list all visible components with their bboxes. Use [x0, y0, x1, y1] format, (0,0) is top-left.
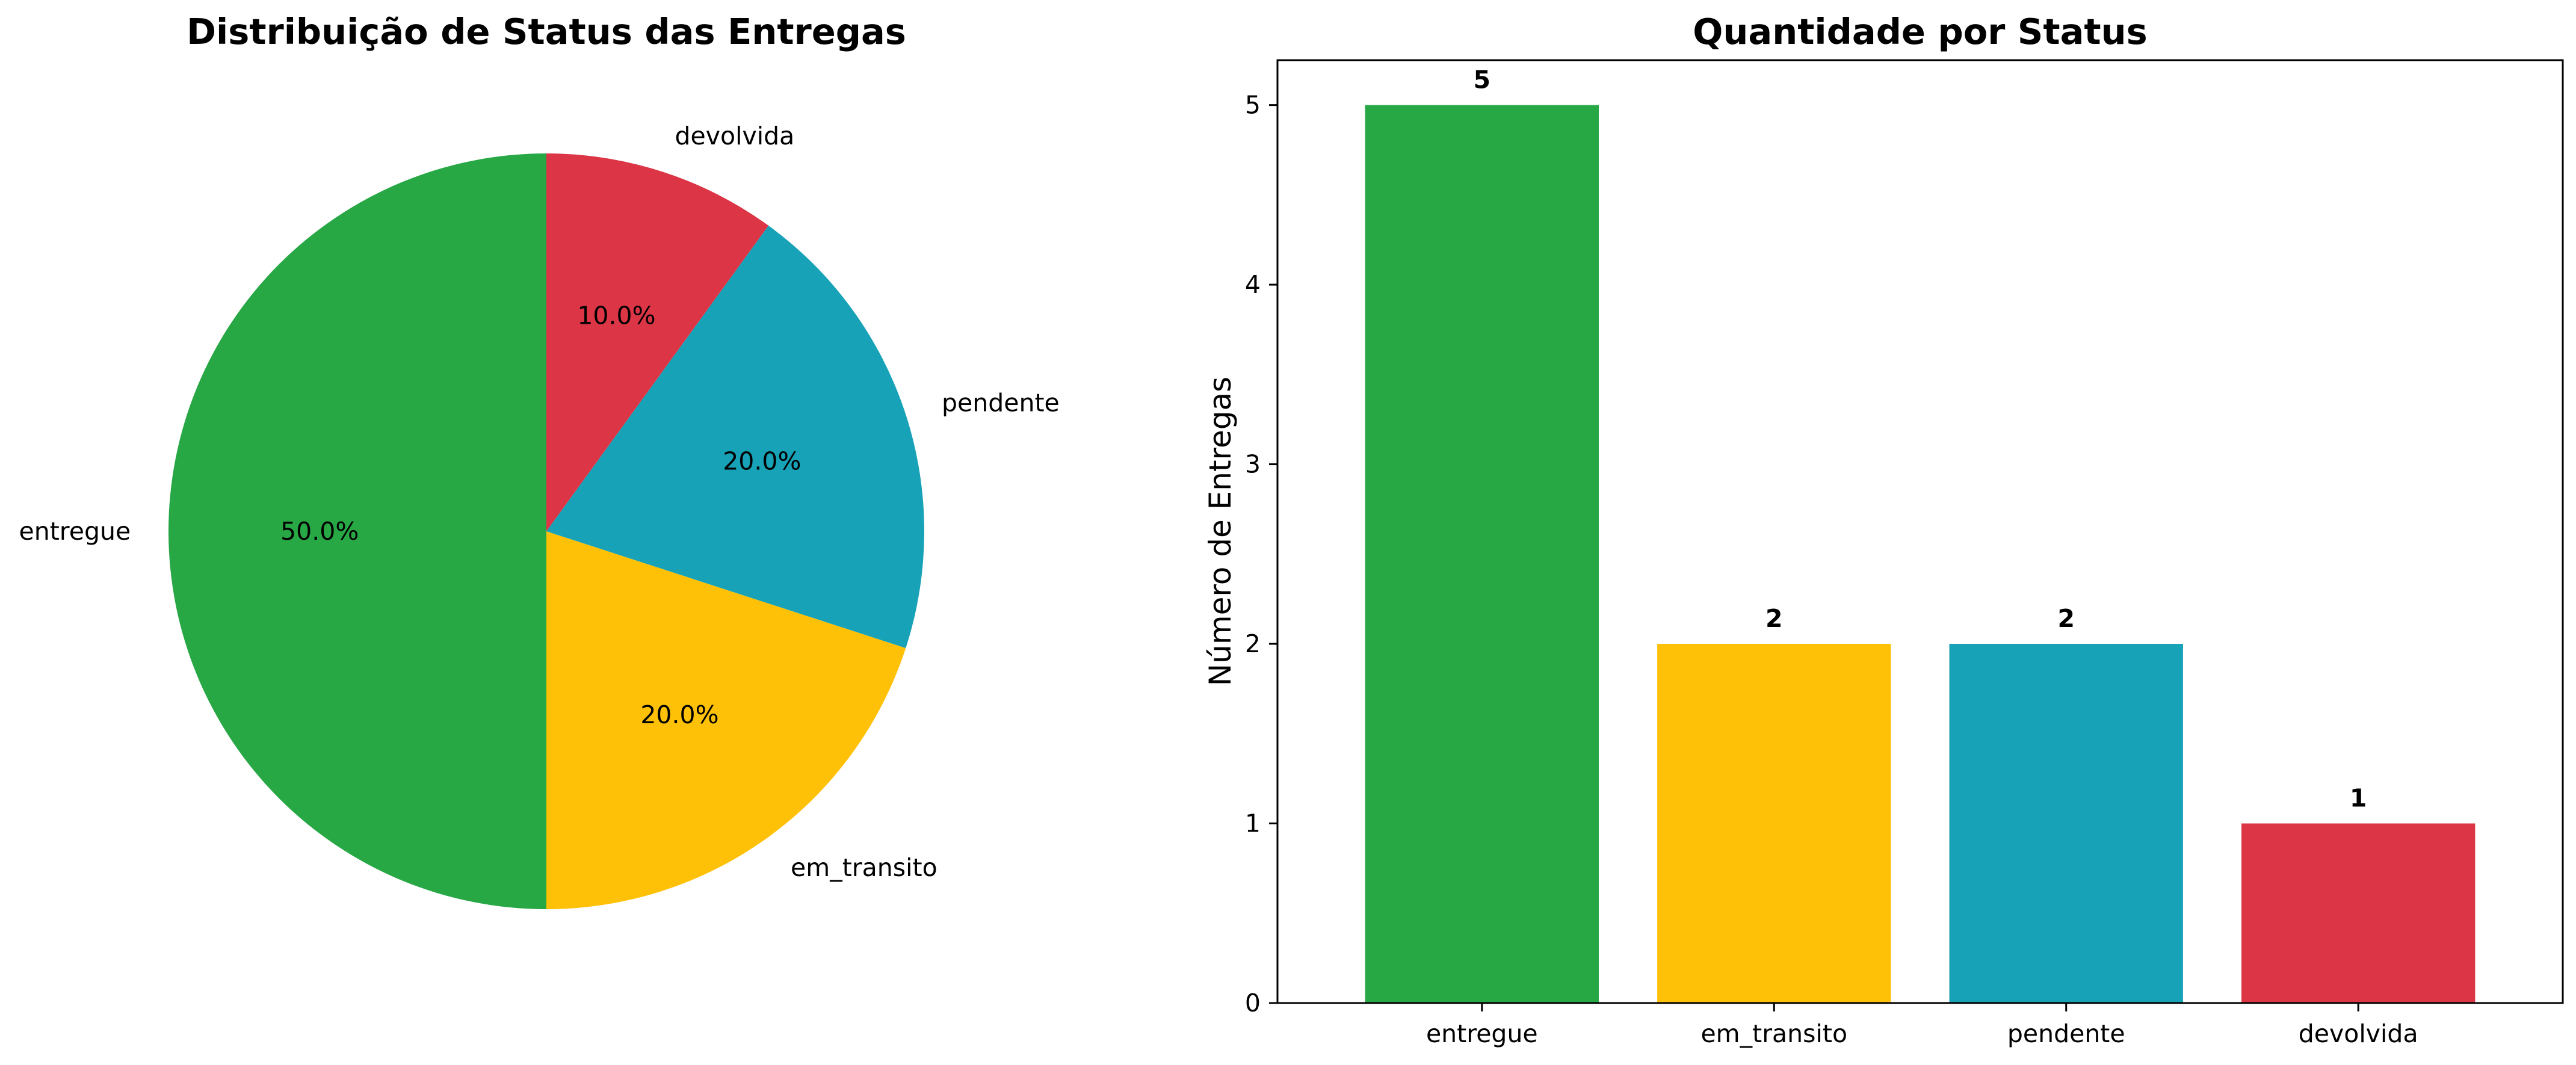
x-tick-label-em-transito: em_transito [1700, 1019, 1847, 1048]
x-axis-ticks: entregue em_transito pendente devolvida [1426, 1003, 2418, 1048]
y-tick-label-1: 1 [1245, 809, 1261, 838]
bar-value-label-entregue: 5 [1474, 66, 1491, 94]
bar-pendente [1949, 644, 2183, 1003]
pie-slice-entregue [168, 153, 546, 909]
y-tick-label-2: 2 [1245, 629, 1261, 658]
pie-percent-pendente: 20.0% [723, 447, 801, 476]
x-tick-label-pendente: pendente [2007, 1019, 2125, 1048]
x-tick-label-devolvida: devolvida [2299, 1019, 2418, 1048]
bar-value-label-devolvida: 1 [2350, 784, 2367, 813]
pie-label-entregue: entregue [19, 517, 131, 546]
pie-slice-em-transito [546, 531, 906, 909]
pie-slice-pendente [546, 225, 925, 649]
bar-series [1365, 105, 2476, 1004]
pie-chart-title: Distribuição de Status das Entregas [187, 11, 906, 52]
bar-chart-title: Quantidade por Status [1693, 11, 2147, 52]
pie-labels: entregue 50.0% em_transito 20.0% pendente 20.… [19, 122, 1059, 882]
bar-entregue [1365, 105, 1599, 1004]
y-tick-label-5: 5 [1245, 91, 1261, 120]
bar-em-transito [1657, 644, 1891, 1003]
y-axis-label: Número de Entregas [1203, 377, 1238, 686]
pie-percent-devolvida: 10.0% [577, 301, 655, 330]
bar-devolvida [2241, 823, 2476, 1003]
bar-value-label-pendente: 2 [2057, 604, 2075, 633]
pie-percent-entregue: 50.0% [280, 517, 359, 546]
y-tick-label-3: 3 [1245, 450, 1261, 479]
pie-percent-em-transito: 20.0% [640, 700, 718, 729]
bar-value-label-em-transito: 2 [1765, 604, 1783, 633]
x-tick-label-entregue: entregue [1426, 1019, 1538, 1048]
pie-label-pendente: pendente [942, 389, 1060, 418]
pie-chart: Distribuição de Status das Entregas entr… [19, 11, 1060, 909]
pie-label-em-transito: em_transito [791, 853, 937, 882]
bar-value-labels: 5 2 2 1 [1474, 66, 2367, 813]
bar-chart: Quantidade por Status 5 2 2 1 0 1 2 3 4 5 entreg… [1203, 11, 2564, 1048]
y-tick-label-4: 4 [1245, 270, 1261, 299]
y-tick-label-0: 0 [1245, 989, 1261, 1017]
plot-frame [1276, 59, 2564, 1004]
pie-label-devolvida: devolvida [675, 122, 794, 150]
y-axis-ticks: 0 1 2 3 4 5 [1245, 91, 1277, 1017]
pie-slices [168, 153, 925, 909]
pie-slice-devolvida [546, 153, 769, 531]
